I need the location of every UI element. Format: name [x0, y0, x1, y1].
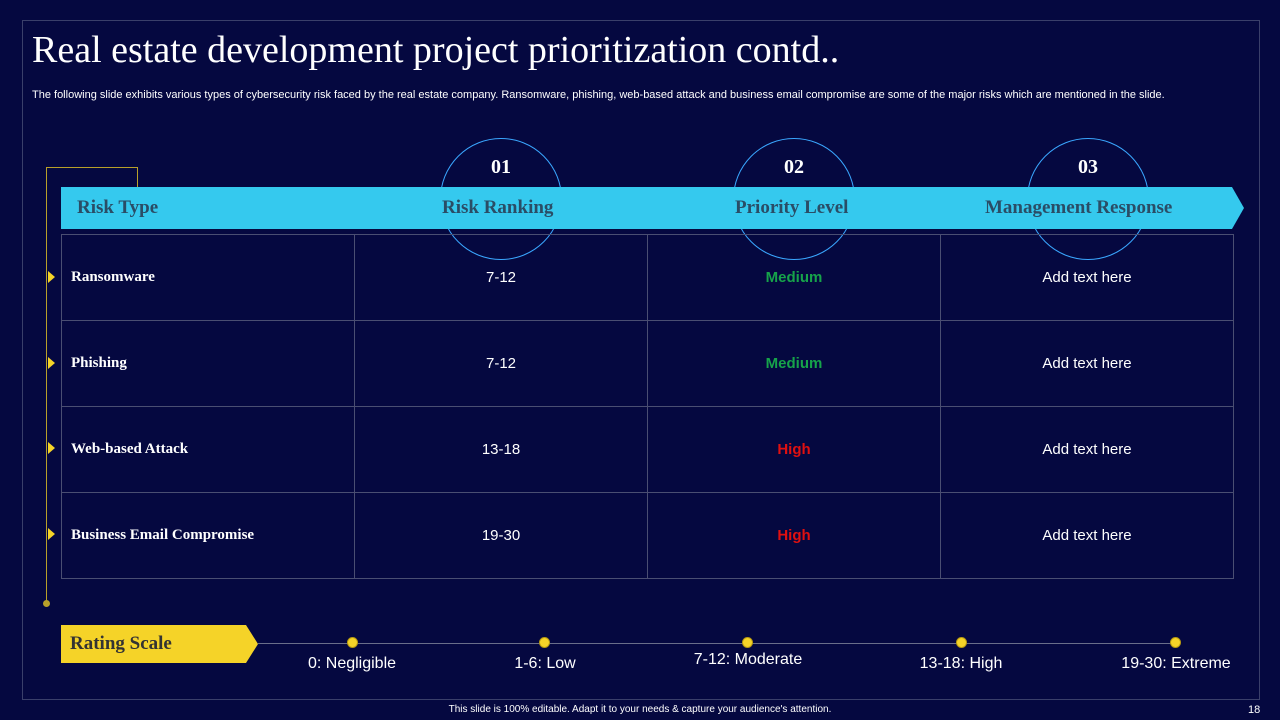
- scale-dot: [1170, 637, 1181, 648]
- scale-dot: [347, 637, 358, 648]
- risk-table: Ransomware 7-12 Medium Add text here Phi…: [61, 234, 1234, 579]
- risk-type-cell: Phishing: [61, 320, 355, 407]
- management-response-cell: Add text here: [940, 492, 1234, 579]
- table-row: Business Email Compromise 19-30 High Add…: [61, 492, 1234, 579]
- page-number: 18: [1248, 704, 1261, 716]
- row-marker-icon: [48, 442, 55, 454]
- priority-level-cell: Medium: [647, 320, 941, 407]
- timeline-end-dot: [43, 600, 50, 607]
- row-marker-icon: [48, 528, 55, 540]
- scale-label-high: 13-18: High: [919, 655, 1003, 672]
- scale-dot: [742, 637, 753, 648]
- management-response-cell: Add text here: [940, 234, 1234, 321]
- footer-note: This slide is 100% editable. Adapt it to…: [448, 704, 832, 715]
- timeline-line: [46, 167, 47, 604]
- scale-label-negligible: 0: Negligible: [307, 655, 397, 672]
- scale-dot: [956, 637, 967, 648]
- priority-level-cell: Medium: [647, 234, 941, 321]
- rating-scale-line: [258, 643, 1178, 644]
- row-marker-icon: [48, 357, 55, 369]
- rating-scale-label: Rating Scale: [70, 633, 172, 654]
- scale-label-moderate: 7-12: Moderate: [693, 651, 803, 668]
- page-subtitle: The following slide exhibits various typ…: [32, 89, 1165, 101]
- header-priority-level: Priority Level: [735, 197, 849, 218]
- risk-ranking-cell: 13-18: [354, 406, 648, 493]
- step-number-1: 01: [491, 156, 511, 178]
- slide-frame: [22, 20, 1260, 700]
- header-risk-type: Risk Type: [77, 197, 159, 218]
- risk-ranking-cell: 7-12: [354, 234, 648, 321]
- management-response-cell: Add text here: [940, 406, 1234, 493]
- step-number-2: 02: [784, 156, 804, 178]
- management-response-cell: Add text here: [940, 320, 1234, 407]
- scale-label-low: 1-6: Low: [514, 655, 576, 672]
- header-risk-ranking: Risk Ranking: [442, 197, 554, 218]
- timeline-connector-down: [137, 167, 138, 188]
- scale-dot: [539, 637, 550, 648]
- risk-ranking-cell: 19-30: [354, 492, 648, 579]
- table-header-band: [61, 187, 1244, 229]
- row-marker-icon: [48, 271, 55, 283]
- table-row: Phishing 7-12 Medium Add text here: [61, 320, 1234, 407]
- table-row: Web-based Attack 13-18 High Add text her…: [61, 406, 1234, 493]
- risk-type-cell: Business Email Compromise: [61, 492, 355, 579]
- scale-label-extreme: 19-30: Extreme: [1121, 655, 1231, 672]
- risk-type-cell: Ransomware: [61, 234, 355, 321]
- step-number-3: 03: [1078, 156, 1098, 178]
- priority-level-cell: High: [647, 492, 941, 579]
- header-management-response: Management Response: [985, 197, 1173, 218]
- risk-type-cell: Web-based Attack: [61, 406, 355, 493]
- risk-ranking-cell: 7-12: [354, 320, 648, 407]
- rating-scale-box: [61, 625, 258, 663]
- page-title: Real estate development project prioriti…: [32, 29, 840, 71]
- priority-level-cell: High: [647, 406, 941, 493]
- timeline-connector: [46, 167, 138, 168]
- table-row: Ransomware 7-12 Medium Add text here: [61, 234, 1234, 321]
